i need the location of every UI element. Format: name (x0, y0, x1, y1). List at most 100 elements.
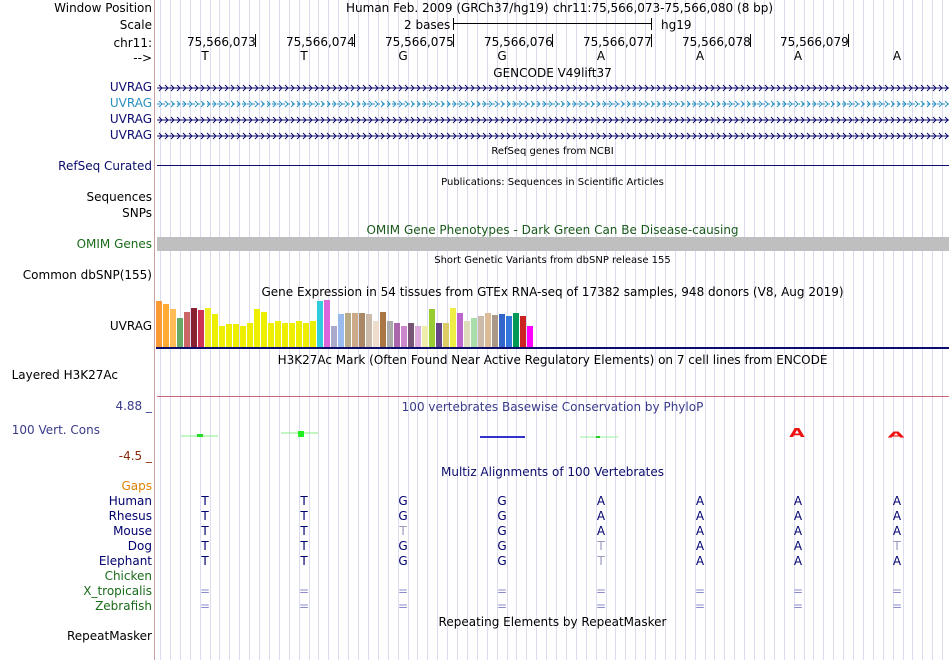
gencode-transcript[interactable] (157, 82, 949, 92)
strand-toggle[interactable]: --> (133, 51, 152, 65)
gtex-tissue-bar[interactable] (219, 326, 225, 347)
gencode-gene-label[interactable]: UVRAG (109, 112, 152, 126)
gencode-gene-label[interactable]: UVRAG (109, 128, 152, 142)
gtex-tissue-bar[interactable] (394, 323, 400, 347)
gtex-label[interactable]: UVRAG (109, 319, 152, 333)
gtex-tissue-bar[interactable] (163, 304, 169, 347)
gtex-tissue-bar[interactable] (429, 309, 435, 347)
gtex-tissue-bar[interactable] (317, 301, 323, 347)
gtex-tissue-bar[interactable] (359, 313, 365, 347)
aligned-base: A (793, 509, 803, 523)
phylop-graph[interactable]: A A (0, 418, 950, 442)
gtex-tissue-bar[interactable] (436, 323, 442, 347)
gtex-tissue-bar[interactable] (275, 321, 281, 347)
gencode-gene-label[interactable]: UVRAG (109, 80, 152, 94)
gtex-tissue-bar[interactable] (506, 316, 512, 347)
gtex-tissue-bar[interactable] (184, 312, 190, 347)
gtex-tissue-bar[interactable] (198, 310, 204, 347)
gtex-tissue-bar[interactable] (324, 300, 330, 347)
species-label-chicken[interactable]: Chicken (104, 569, 152, 583)
species-label-rhesus[interactable]: Rhesus (108, 509, 152, 523)
aligned-base: T (201, 509, 209, 523)
gtex-tissue-bar[interactable] (289, 323, 295, 347)
gtex-tissue-bar[interactable] (247, 323, 253, 347)
gtex-tissue-bar[interactable] (366, 314, 372, 347)
gtex-tissue-bar[interactable] (401, 326, 407, 347)
gtex-tissue-bar[interactable] (296, 321, 302, 347)
gtex-tissue-bar[interactable] (478, 316, 484, 347)
gtex-tissue-bar[interactable] (205, 308, 211, 347)
aligned-base: G (497, 509, 507, 523)
gaps-label[interactable]: Gaps (121, 479, 152, 493)
gtex-tissue-bar[interactable] (520, 316, 526, 347)
sequences-label[interactable]: Sequences (86, 190, 152, 204)
refseq-title: RefSeq genes from NCBI (491, 146, 614, 157)
gtex-tissue-bar[interactable] (387, 321, 393, 347)
gtex-tissue-bar[interactable] (352, 313, 358, 347)
gtex-tissue-bar[interactable] (268, 323, 274, 347)
grid-line (813, 0, 814, 660)
gtex-tissue-bar[interactable] (443, 323, 449, 347)
gtex-tissue-bar[interactable] (513, 313, 519, 347)
gtex-tissue-bar[interactable] (233, 324, 239, 347)
grid-line (606, 0, 607, 660)
gencode-transcript[interactable] (157, 98, 949, 108)
gtex-tissue-bar[interactable] (310, 321, 316, 347)
gencode-gene-label[interactable]: UVRAG (109, 96, 152, 110)
gtex-tissue-bar[interactable] (485, 313, 491, 347)
snps-label[interactable]: SNPs (122, 206, 152, 220)
gtex-tissue-bar[interactable] (212, 314, 218, 347)
species-label-zebrafish[interactable]: Zebrafish (95, 599, 152, 613)
gtex-tissue-bar[interactable] (338, 314, 344, 347)
aligned-base: = (891, 599, 903, 613)
gtex-tissue-bar[interactable] (170, 309, 176, 347)
aligned-base: G (497, 554, 507, 568)
phylop-label[interactable]: 100 Vert. Cons (11, 423, 100, 437)
gtex-tissue-bar[interactable] (499, 314, 505, 347)
gtex-tissue-bar[interactable] (457, 313, 463, 347)
gtex-tissue-bar[interactable] (422, 326, 428, 347)
gtex-tissue-bar[interactable] (177, 318, 183, 347)
gtex-tissue-bar[interactable] (282, 323, 288, 347)
gtex-tissue-bar[interactable] (380, 312, 386, 347)
gtex-tissue-bar[interactable] (254, 309, 260, 347)
phylop-logo-a1: A (789, 426, 805, 440)
gtex-tissue-bar[interactable] (240, 326, 246, 347)
gtex-tissue-bar[interactable] (450, 308, 456, 347)
gtex-tissue-bar[interactable] (471, 318, 477, 347)
gtex-tissue-bar[interactable] (191, 308, 197, 347)
gtex-tissue-bar[interactable] (261, 312, 267, 347)
aligned-base: A (695, 509, 705, 523)
species-label-dog[interactable]: Dog (127, 539, 152, 553)
gtex-tissue-bar[interactable] (156, 301, 162, 347)
dbsnp-title: Short Genetic Variants from dbSNP releas… (434, 255, 671, 266)
phylop-logo-a2: A (887, 431, 904, 440)
gtex-tissue-bar[interactable] (415, 326, 421, 347)
gencode-transcript[interactable] (157, 130, 949, 140)
species-label-mouse[interactable]: Mouse (113, 524, 152, 538)
gtex-tissue-bar[interactable] (527, 326, 533, 347)
species-label-human[interactable]: Human (108, 494, 152, 508)
gencode-transcript[interactable] (157, 114, 949, 124)
omim-feature[interactable] (157, 237, 949, 251)
repeatmasker-label[interactable]: RepeatMasker (66, 629, 152, 643)
refseq-label[interactable]: RefSeq Curated (58, 159, 152, 173)
gtex-tissue-bar[interactable] (303, 323, 309, 347)
gtex-tissue-bar[interactable] (345, 313, 351, 347)
gtex-bar-chart[interactable] (156, 300, 556, 347)
gtex-tissue-bar[interactable] (464, 321, 470, 347)
species-label-elephant[interactable]: Elephant (98, 554, 152, 568)
aligned-base: G (398, 554, 408, 568)
gtex-tissue-bar[interactable] (331, 326, 337, 347)
gtex-tissue-bar[interactable] (492, 315, 498, 347)
gtex-tissue-bar[interactable] (226, 324, 232, 347)
species-label-x_tropicalis[interactable]: X_tropicalis (83, 584, 152, 598)
dbsnp-label[interactable]: Common dbSNP(155) (22, 268, 152, 282)
grid-line (903, 0, 904, 660)
grid-line (853, 0, 854, 660)
omim-label[interactable]: OMIM Genes (76, 237, 152, 251)
db-name: hg19 (661, 18, 692, 32)
gtex-tissue-bar[interactable] (373, 321, 379, 347)
gtex-tissue-bar[interactable] (408, 323, 414, 347)
h3k27ac-label[interactable]: Layered H3K27Ac (11, 368, 118, 382)
